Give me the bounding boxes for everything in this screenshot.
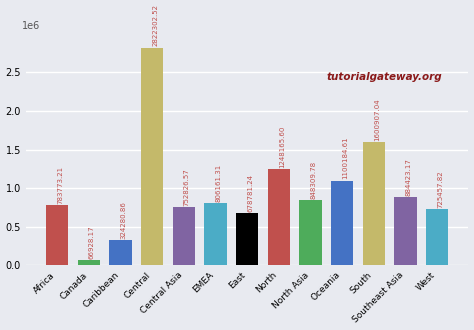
Text: 66928.17: 66928.17	[89, 225, 95, 259]
Text: 1e6: 1e6	[21, 21, 40, 31]
Text: 752826.57: 752826.57	[184, 168, 190, 206]
Bar	[46, 205, 68, 266]
Bar	[204, 203, 227, 266]
Text: 1600907.04: 1600907.04	[374, 98, 380, 141]
Text: 2822302.52: 2822302.52	[152, 4, 158, 46]
Bar	[173, 207, 195, 266]
Bar	[363, 142, 385, 266]
Bar	[236, 213, 258, 266]
Bar	[426, 210, 448, 266]
Text: 848309.78: 848309.78	[310, 161, 317, 199]
Text: 1248165.60: 1248165.60	[279, 125, 285, 168]
Text: 324280.86: 324280.86	[120, 201, 127, 239]
Text: 725457.82: 725457.82	[437, 171, 443, 208]
Text: 1100184.61: 1100184.61	[342, 137, 348, 179]
Text: 884423.17: 884423.17	[406, 158, 411, 196]
Text: 678781.24: 678781.24	[247, 174, 253, 212]
Bar	[141, 48, 163, 266]
Text: tutorialgateway.org: tutorialgateway.org	[327, 72, 442, 82]
Bar	[268, 169, 290, 266]
Text: 806161.31: 806161.31	[216, 164, 221, 202]
Bar	[331, 181, 353, 266]
Text: 783773.21: 783773.21	[57, 166, 63, 204]
Bar	[394, 197, 417, 266]
Bar	[300, 200, 322, 266]
Bar	[109, 241, 132, 266]
Bar	[78, 260, 100, 266]
